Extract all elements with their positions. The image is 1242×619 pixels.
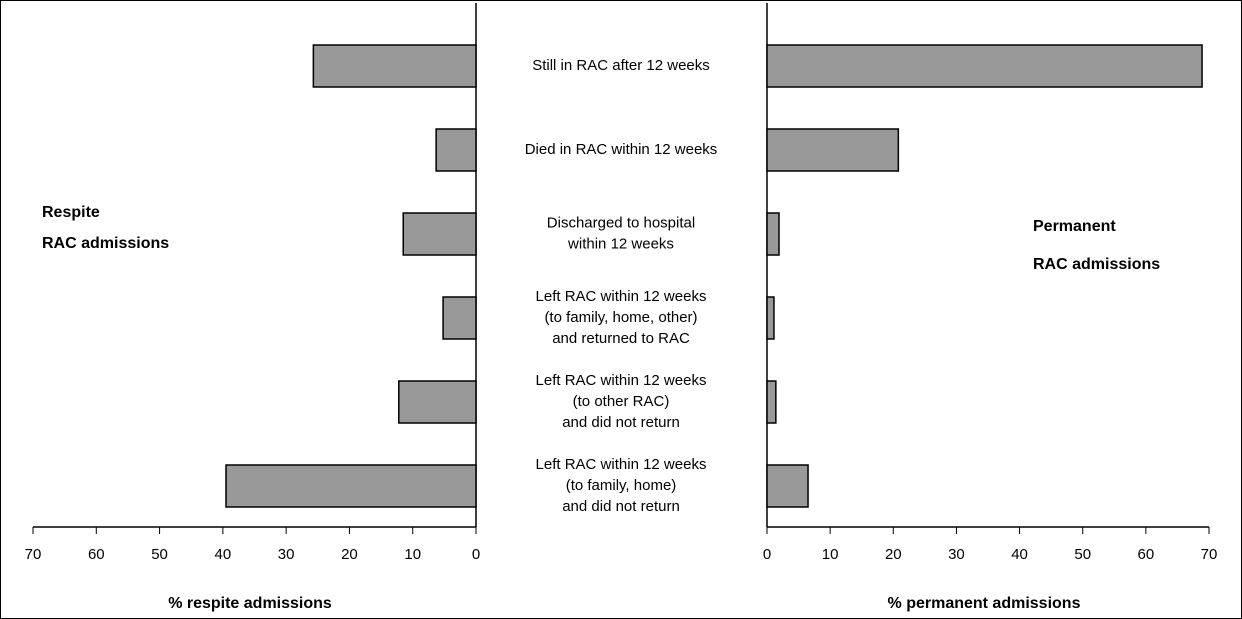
x-tick-label: 10 — [404, 546, 421, 563]
category-label: Discharged to hospital — [547, 214, 695, 231]
x-tick-label: 0 — [472, 546, 480, 563]
x-tick-label: 50 — [1074, 546, 1091, 563]
bar — [766, 212, 780, 256]
x-tick-label: 50 — [151, 546, 168, 563]
bar — [766, 128, 900, 172]
x-tick-label: 40 — [1011, 546, 1028, 563]
category-label: Left RAC within 12 weeks — [536, 288, 707, 305]
category-label: Died in RAC within 12 weeks — [525, 141, 718, 158]
bar — [398, 380, 477, 424]
x-tick-label: 60 — [1138, 546, 1155, 563]
x-tick-label: 0 — [763, 546, 771, 563]
category-label: (to family, home, other) — [544, 309, 697, 326]
x-tick-label: 30 — [278, 546, 295, 563]
category-label: and did not return — [562, 414, 680, 431]
bar — [312, 44, 477, 88]
category-label: and returned to RAC — [552, 330, 690, 347]
x-tick-label: 70 — [25, 546, 42, 563]
category-label: (to family, home) — [566, 477, 677, 494]
bar — [442, 296, 477, 340]
panel-label: RAC admissions — [1033, 256, 1160, 273]
x-tick-label: 30 — [948, 546, 965, 563]
bar — [766, 380, 777, 424]
x-tick-label: 40 — [215, 546, 232, 563]
panel-label: Permanent — [1033, 218, 1116, 235]
category-label: and did not return — [562, 498, 680, 515]
category-label: (to other RAC) — [573, 393, 670, 410]
x-axis-title: % respite admissions — [168, 595, 332, 612]
bar — [225, 464, 477, 508]
category-label: Left RAC within 12 weeks — [536, 372, 707, 389]
category-label: Still in RAC after 12 weeks — [532, 57, 710, 74]
x-tick-label: 70 — [1201, 546, 1218, 563]
category-label: within 12 weeks — [567, 235, 674, 252]
x-tick-label: 60 — [88, 546, 105, 563]
category-label: Left RAC within 12 weeks — [536, 456, 707, 473]
x-tick-label: 10 — [822, 546, 839, 563]
bar — [766, 296, 775, 340]
x-tick-label: 20 — [341, 546, 358, 563]
panel-label: Respite — [42, 204, 100, 221]
bar — [435, 128, 477, 172]
panel-label: RAC admissions — [42, 235, 169, 252]
bar — [766, 464, 809, 508]
bar — [402, 212, 477, 256]
x-axis-title: % permanent admissions — [888, 595, 1081, 612]
x-tick-label: 20 — [885, 546, 902, 563]
bar — [766, 44, 1203, 88]
